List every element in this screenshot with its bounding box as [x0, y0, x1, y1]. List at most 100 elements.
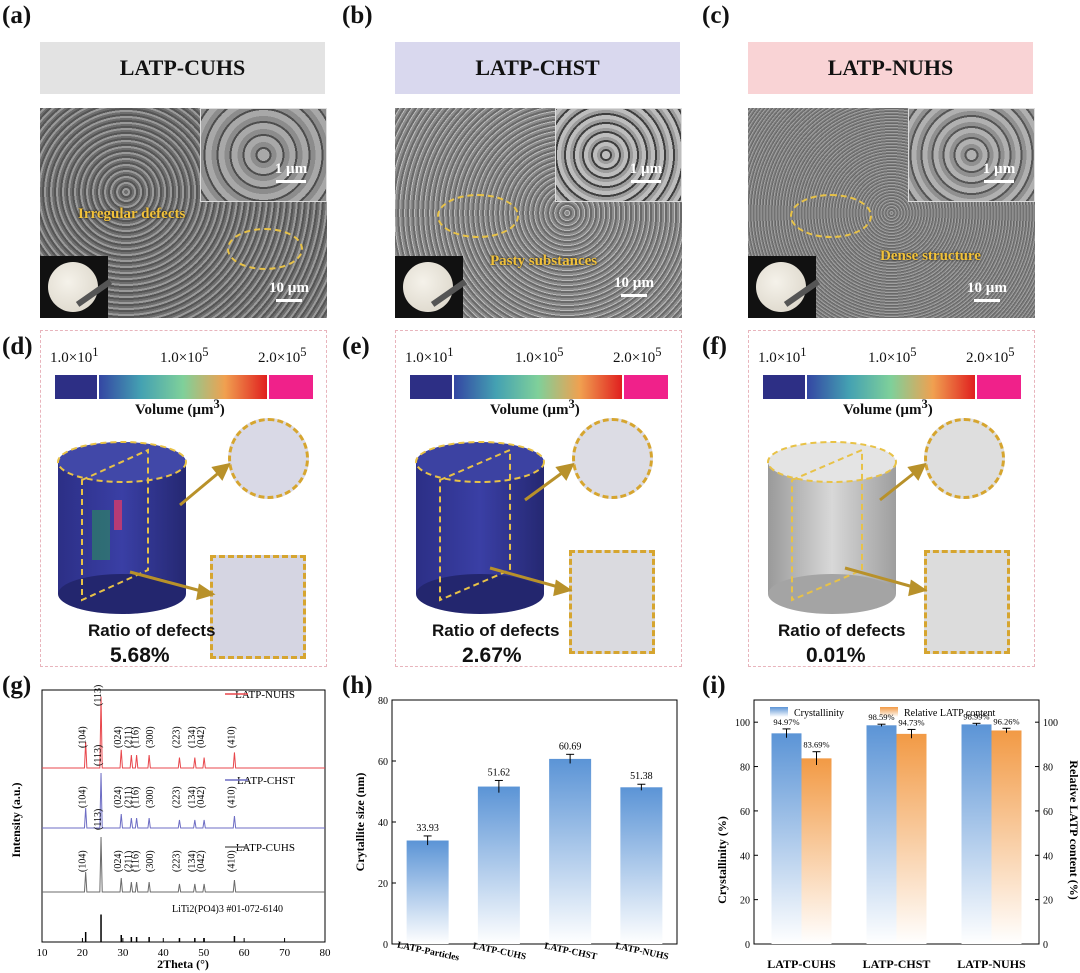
ratio-value-chst: 2.67%	[462, 644, 522, 667]
h-ytick-label: 0	[383, 940, 388, 951]
h-bar	[477, 786, 520, 944]
i-y2tick-label: 20	[1043, 896, 1053, 907]
h-data-label: 60.69	[559, 741, 582, 752]
i-ytick-label: 20	[740, 896, 750, 907]
xrd-xlabel: 2Theta (°)	[157, 957, 209, 971]
h-data-label: 33.93	[416, 823, 439, 834]
zoom-circle-cuhs	[228, 418, 309, 499]
xrd-peak-label: (113)	[93, 809, 104, 830]
legend-swatch-crystallinity	[770, 707, 788, 717]
ct-panel-chst	[395, 330, 682, 667]
colorbar-mid: 1.0×105	[160, 345, 209, 366]
i-data-label: 98.59%	[868, 712, 894, 722]
colorbar-mid: 1.0×105	[515, 345, 564, 366]
ct-cylinder-nuhs	[767, 441, 897, 614]
colorbar-max: 2.0×105	[258, 345, 307, 366]
xrd-xtick-label: 60	[239, 947, 251, 959]
colorbar-min: 1.0×101	[50, 345, 99, 366]
xrd-peak-label: (024)	[113, 850, 124, 872]
i-ytick-label: 80	[740, 763, 750, 774]
h-bar	[406, 840, 449, 944]
scale-bar-inset: 1 µm	[974, 161, 1024, 183]
i-bar	[896, 733, 927, 944]
h-bar	[549, 758, 592, 944]
xrd-peak-label: (410)	[226, 786, 237, 808]
xrd-peak-label: (300)	[145, 850, 156, 872]
scale-bar-main: 10 µm	[957, 280, 1017, 302]
zoom-circle-chst	[572, 418, 653, 499]
i-category-label: LATP-CHST	[863, 957, 931, 971]
xrd-peak-label: (113)	[93, 685, 104, 706]
annotation-irregular-defects: Irregular defects	[78, 206, 186, 222]
annotation-pasty-substances: Pasty substances	[490, 253, 598, 269]
panel-label-e: (e)	[342, 333, 370, 360]
legend-crystallinity: Crystallinity	[794, 708, 844, 719]
xrd-axes-frame	[41, 689, 326, 943]
scale-bar-inset: 1 µm	[621, 161, 671, 183]
xrd-pattern-latp-nuhs	[42, 696, 325, 769]
colorbar-min: 1.0×101	[758, 345, 807, 366]
panel-label-i: (i)	[702, 672, 726, 699]
colorbar-max: 2.0×105	[966, 345, 1015, 366]
legend-chst: LATP-CHST	[237, 775, 295, 787]
sem-image-nuhs: 1 µm Dense structure 10 µm	[748, 108, 1035, 318]
i-ytick-label: 60	[740, 807, 750, 818]
colorbar-label: Volume (µm3)	[843, 397, 933, 418]
xrd-reference: LiTi2(PO4)3 #01-072-6140	[172, 904, 283, 915]
ct-panel-nuhs	[748, 330, 1035, 667]
zoom-circle-nuhs	[924, 418, 1005, 499]
sem-image-chst: 1 µm Pasty substances 10 µm	[395, 108, 682, 318]
xrd-chart: Intensity (a.u.) 2Theta (°) 10 20 30 40 50 60…	[9, 685, 332, 971]
xrd-peak-label: (134)	[187, 726, 198, 748]
xrd-peak-label: (104)	[78, 726, 89, 748]
scale-bar-inset: 1 µm	[266, 161, 316, 183]
zoom-square-cuhs	[210, 555, 306, 659]
h-data-label: 51.62	[488, 767, 511, 778]
legend-cuhs: LATP-CUHS	[236, 842, 295, 854]
i-y2tick-label: 60	[1043, 807, 1053, 818]
i-y2tick-label: 80	[1043, 763, 1053, 774]
defect-ellipse	[437, 194, 519, 238]
xrd-peak-label: (042)	[196, 726, 207, 748]
xrd-peak-label: (024)	[113, 726, 124, 748]
panel-label-h: (h)	[342, 672, 373, 699]
ratio-title-cuhs: Ratio of defects	[88, 621, 216, 640]
i-ylabel: Crystallinity (%)	[715, 816, 729, 904]
xrd-peak-label: (116)	[131, 787, 142, 808]
h-ytick-label: 40	[378, 818, 388, 829]
panel-label-a: (a)	[2, 2, 32, 29]
xrd-xtick-label: 30	[117, 947, 129, 959]
ratio-title-chst: Ratio of defects	[432, 621, 560, 640]
i-data-label: 94.97%	[773, 717, 799, 727]
xrd-peak-label: (223)	[171, 850, 182, 872]
colorbar-mid: 1.0×105	[868, 345, 917, 366]
i-y2tick-label: 0	[1043, 940, 1048, 951]
i-bar	[991, 730, 1022, 944]
annotation-dense-structure: Dense structure	[880, 248, 981, 264]
xrd-xtick-label: 80	[320, 947, 332, 959]
sample-disk-photo	[395, 256, 468, 318]
h-data-label: 51.38	[630, 771, 653, 782]
h-bar	[620, 787, 663, 944]
xrd-xtick-label: 70	[279, 947, 291, 959]
panel-label-g: (g)	[2, 672, 32, 699]
dense-ellipse	[790, 194, 872, 238]
panel-label-d: (d)	[2, 333, 33, 360]
h-category-label: LATP-CUHS	[472, 942, 527, 963]
h-ylabel: Crytallite size (nm)	[353, 773, 367, 872]
sample-disk-photo	[40, 256, 113, 318]
xrd-peak-label: (042)	[196, 786, 207, 808]
panel-label-c: (c)	[702, 2, 730, 29]
xrd-xtick-label: 40	[158, 947, 170, 959]
legend-swatch-relative-content	[880, 707, 898, 717]
xrd-peak-label: (410)	[226, 726, 237, 748]
xrd-peak-label: (223)	[171, 726, 182, 748]
xrd-peak-label: (211)	[123, 727, 134, 748]
colorbar-label: Volume (µm3)	[490, 397, 580, 418]
xrd-ylabel: Intensity (a.u.)	[9, 782, 23, 857]
volume-colorbar	[410, 375, 668, 399]
header-nuhs: LATP-NUHS	[748, 42, 1033, 94]
i-bar	[801, 758, 832, 944]
i-y2label: Relative LATP content (%)	[1067, 760, 1080, 899]
xrd-peak-label: (024)	[113, 786, 124, 808]
